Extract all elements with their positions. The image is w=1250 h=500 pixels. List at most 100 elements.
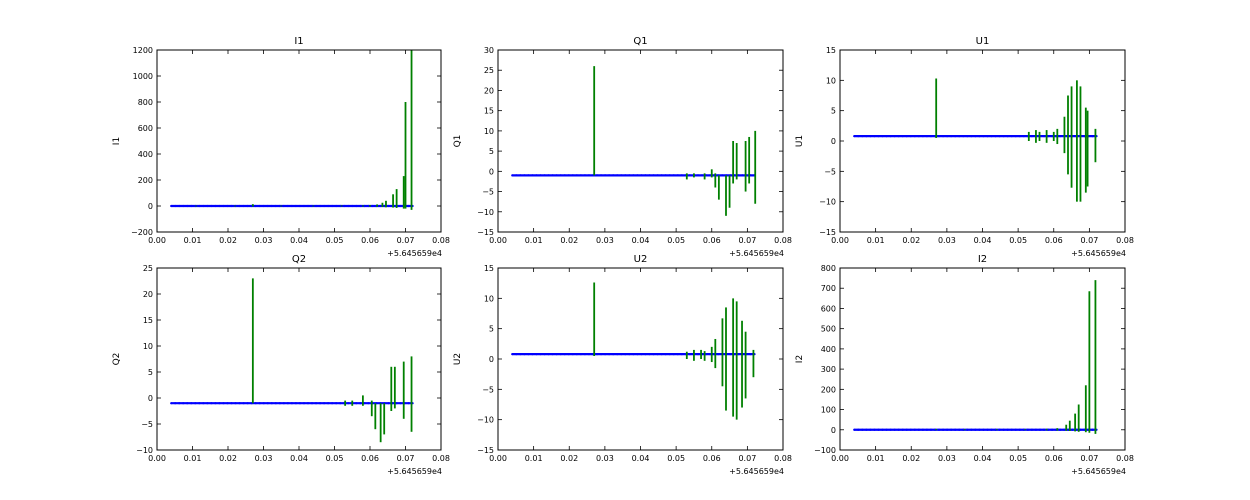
x-tick-label: 0.04 bbox=[632, 454, 650, 463]
baseline-point bbox=[1034, 428, 1038, 431]
baseline-point bbox=[367, 402, 370, 405]
baseline-point bbox=[1079, 428, 1082, 431]
baseline-point bbox=[636, 174, 639, 177]
baseline-point bbox=[737, 353, 740, 356]
baseline-point bbox=[314, 204, 318, 208]
x-tick-label: 0.03 bbox=[938, 454, 956, 463]
baseline-point bbox=[551, 174, 554, 177]
y-tick-label: 5 bbox=[148, 368, 153, 377]
y-tick-label: −5 bbox=[482, 188, 494, 197]
baseline-point bbox=[1014, 135, 1017, 138]
x-tick-label: 0.02 bbox=[902, 236, 920, 245]
baseline-point bbox=[246, 204, 249, 208]
baseline-point bbox=[644, 174, 647, 177]
baseline-point bbox=[286, 402, 289, 405]
baseline-point bbox=[210, 402, 213, 405]
spike-series bbox=[593, 66, 757, 216]
baseline-point bbox=[668, 174, 671, 177]
baseline-point bbox=[343, 204, 346, 208]
baseline-point bbox=[214, 204, 217, 208]
x-offset-label: +5.645659e4 bbox=[1071, 249, 1126, 258]
baseline-point bbox=[579, 353, 582, 356]
x-tick-label: 0.00 bbox=[148, 236, 166, 245]
baseline-point bbox=[347, 204, 350, 208]
baseline-point bbox=[950, 428, 953, 431]
y-tick-label: −15 bbox=[819, 228, 836, 237]
baseline-point bbox=[664, 353, 667, 356]
baseline-point bbox=[998, 428, 1001, 431]
baseline-point bbox=[290, 402, 293, 405]
baseline-point bbox=[351, 204, 354, 208]
plot-area bbox=[157, 268, 441, 450]
baseline-point bbox=[174, 204, 177, 208]
baseline-point bbox=[294, 402, 298, 405]
baseline-point bbox=[688, 353, 692, 356]
baseline-point bbox=[652, 174, 655, 177]
baseline-point bbox=[853, 135, 856, 138]
x-tick-label: 0.03 bbox=[938, 236, 956, 245]
baseline-point bbox=[302, 402, 306, 405]
y-axis-label: Q2 bbox=[112, 353, 122, 366]
y-tick-label: 800 bbox=[821, 264, 836, 273]
baseline-point bbox=[322, 204, 326, 208]
baseline-point bbox=[182, 402, 185, 405]
baseline-point bbox=[515, 174, 518, 177]
x-tick-label: 0.04 bbox=[974, 454, 992, 463]
y-tick-label: 0 bbox=[831, 137, 836, 146]
baseline-point bbox=[206, 402, 209, 405]
baseline-point bbox=[608, 353, 611, 356]
baseline-point bbox=[286, 204, 289, 208]
baseline-point bbox=[1091, 135, 1094, 138]
baseline-point bbox=[1006, 428, 1009, 431]
baseline-series bbox=[170, 402, 414, 405]
baseline-point bbox=[327, 204, 330, 208]
plot-area bbox=[157, 50, 441, 232]
baseline-point bbox=[925, 135, 929, 138]
x-tick-label: 0.00 bbox=[831, 454, 849, 463]
y-tick-label: 0 bbox=[831, 426, 836, 435]
y-tick-label: 800 bbox=[138, 98, 153, 107]
y-tick-label: 20 bbox=[484, 86, 494, 95]
baseline-point bbox=[527, 353, 530, 356]
y-tick-label: 25 bbox=[143, 264, 153, 273]
baseline-point bbox=[648, 353, 651, 356]
baseline-point bbox=[202, 204, 205, 208]
y-tick-label: 30 bbox=[484, 46, 494, 55]
baseline-point bbox=[551, 353, 554, 356]
x-tick-label: 0.06 bbox=[361, 454, 379, 463]
x-tick-label: 0.08 bbox=[1116, 236, 1134, 245]
y-tick-label: 500 bbox=[821, 325, 836, 334]
baseline-point bbox=[523, 353, 526, 356]
baseline-point bbox=[897, 428, 900, 431]
x-tick-label: 0.07 bbox=[738, 236, 756, 245]
baseline-point bbox=[519, 174, 522, 177]
baseline-point bbox=[636, 353, 639, 356]
y-axis-label: I1 bbox=[112, 137, 122, 145]
y-tick-label: 100 bbox=[821, 406, 836, 415]
x-tick-label: 0.07 bbox=[1080, 236, 1098, 245]
baseline-point bbox=[869, 428, 872, 431]
baseline-point bbox=[672, 174, 675, 177]
chart-panel-u2: 0.00 0.01 0.02 0.03 0.04 0.05 0.06 0.07 0.08 −15 −… bbox=[453, 254, 792, 476]
x-tick-label: 0.02 bbox=[902, 454, 920, 463]
baseline-point bbox=[656, 174, 659, 177]
baseline-point bbox=[595, 353, 599, 356]
baseline-point bbox=[563, 353, 566, 356]
baseline-point bbox=[254, 402, 257, 405]
baseline-point bbox=[575, 174, 578, 177]
baseline-point bbox=[335, 402, 338, 405]
baseline-point bbox=[327, 402, 330, 405]
baseline-point bbox=[270, 204, 273, 208]
baseline-point bbox=[583, 353, 587, 356]
x-offset-label: +5.645659e4 bbox=[387, 249, 442, 258]
baseline-point bbox=[612, 353, 615, 356]
x-tick-label: 0.04 bbox=[632, 236, 650, 245]
baseline-point bbox=[905, 428, 908, 431]
baseline-point bbox=[318, 402, 322, 405]
y-tick-label: 5 bbox=[831, 107, 836, 116]
chart-panel-q1: 0.00 0.01 0.02 0.03 0.04 0.05 0.06 0.07 0.08 −15 −… bbox=[453, 36, 792, 258]
baseline-point bbox=[539, 353, 542, 356]
baseline-point bbox=[624, 174, 627, 177]
baseline-point bbox=[535, 353, 538, 356]
baseline-point bbox=[383, 204, 386, 208]
